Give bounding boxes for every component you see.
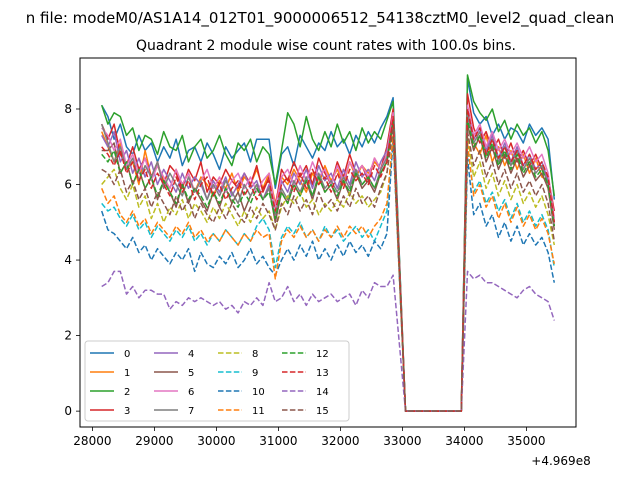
y-tick-label: 8 bbox=[64, 102, 72, 116]
legend-label-3: 3 bbox=[124, 406, 130, 417]
x-tick-label: 29000 bbox=[135, 434, 173, 448]
series-line-13 bbox=[101, 108, 556, 412]
legend-label-8: 8 bbox=[252, 349, 258, 360]
x-tick-label: 32000 bbox=[321, 434, 359, 448]
y-tick-label: 0 bbox=[64, 404, 72, 418]
axes-frame bbox=[79, 57, 577, 428]
series-line-11 bbox=[101, 134, 556, 412]
x-tick-label: 34000 bbox=[445, 434, 483, 448]
x-offset-label: +4.969e8 bbox=[531, 454, 590, 468]
y-tick-label: 6 bbox=[64, 178, 72, 192]
series-line-6 bbox=[101, 104, 556, 412]
series-line-8 bbox=[101, 127, 556, 412]
x-tick-label: 28000 bbox=[73, 434, 111, 448]
y-tick-label: 4 bbox=[64, 253, 72, 267]
x-tick-label: 33000 bbox=[383, 434, 421, 448]
x-tick-label: 31000 bbox=[259, 434, 297, 448]
series-line-14 bbox=[101, 270, 556, 412]
series-line-15 bbox=[101, 127, 556, 412]
legend-label-2: 2 bbox=[124, 387, 130, 398]
legend-label-9: 9 bbox=[252, 368, 258, 379]
series-line-12 bbox=[101, 119, 556, 412]
figure-suptitle: n file: modeM0/AS1A14_012T01_9000006512_… bbox=[26, 9, 615, 28]
legend-label-13: 13 bbox=[316, 368, 329, 379]
x-tick-label: 35000 bbox=[507, 434, 545, 448]
legend-label-15: 15 bbox=[316, 406, 329, 417]
series-line-10 bbox=[100, 138, 556, 412]
series-line-2 bbox=[100, 74, 556, 412]
series-line-3 bbox=[101, 93, 556, 412]
legend-label-5: 5 bbox=[188, 368, 194, 379]
legend-label-11: 11 bbox=[252, 406, 265, 417]
legend-label-7: 7 bbox=[188, 406, 194, 417]
axes-title: Quadrant 2 module wise count rates with … bbox=[136, 38, 516, 54]
legend-label-6: 6 bbox=[188, 387, 194, 398]
series-line-7 bbox=[100, 112, 556, 412]
y-tick-label: 2 bbox=[64, 329, 72, 343]
x-tick-label: 30000 bbox=[197, 434, 235, 448]
legend-label-1: 1 bbox=[124, 368, 130, 379]
legend-label-0: 0 bbox=[124, 349, 130, 360]
legend-label-14: 14 bbox=[316, 387, 329, 398]
y-axis: 0 2 4 6 8 bbox=[64, 102, 80, 418]
legend-label-4: 4 bbox=[188, 349, 194, 360]
legend-box bbox=[84, 340, 350, 422]
x-axis: 28000 29000 30000 31000 32000 33000 34000 35000 bbox=[73, 427, 545, 448]
plot-area bbox=[100, 74, 556, 412]
legend-label-10: 10 bbox=[252, 387, 265, 398]
legend-label-12: 12 bbox=[316, 349, 329, 360]
